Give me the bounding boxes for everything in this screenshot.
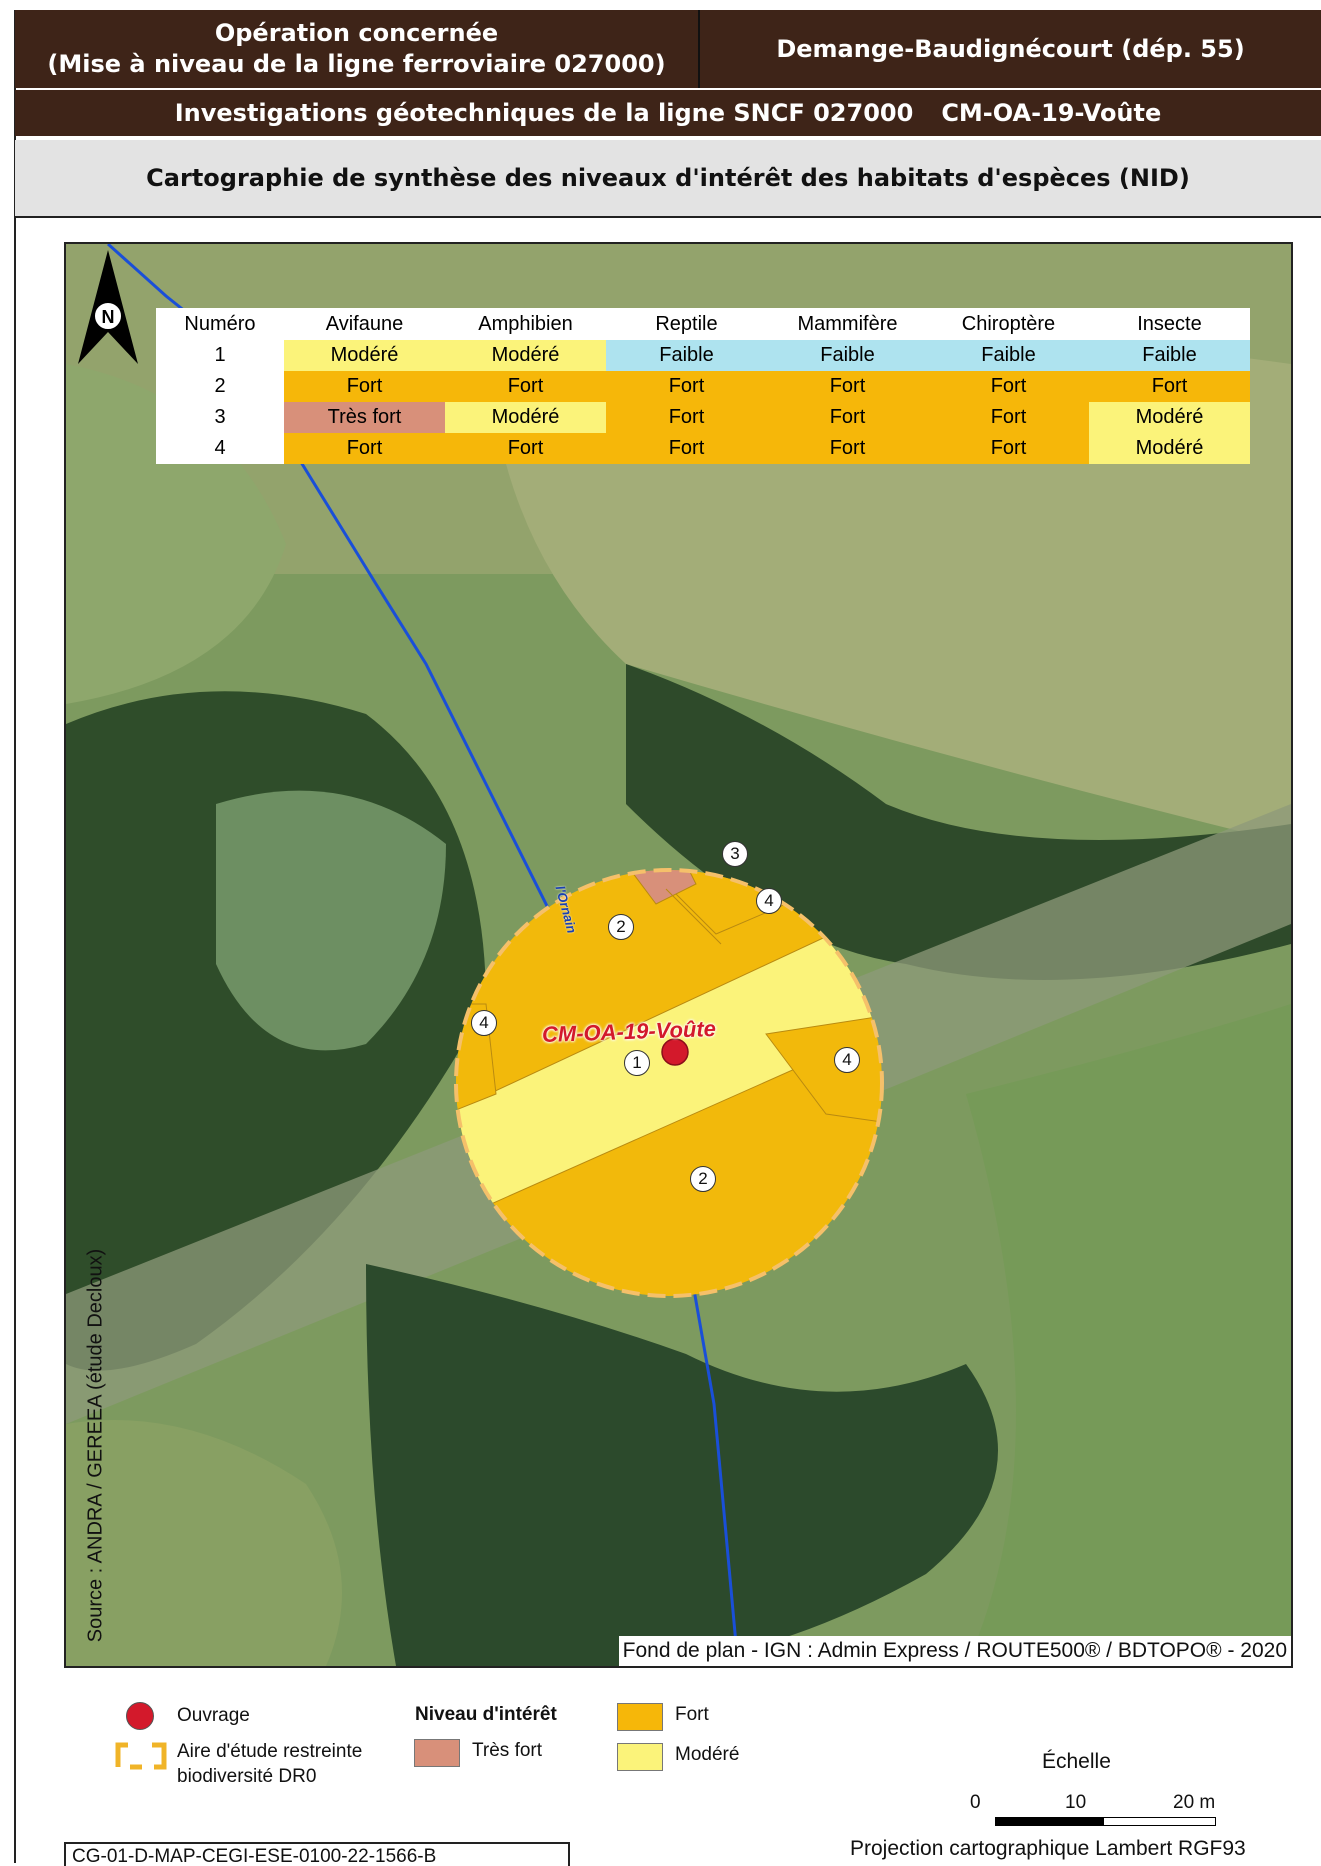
col-numero: Numéro (156, 308, 284, 340)
source-credit: Source : ANDRA / GEREEA (étude Decloux) (84, 1248, 107, 1643)
table-row: 3 Très fort Modéré Fort Fort Fort Modéré (156, 402, 1250, 433)
zone-label-2-north: 2 (608, 914, 634, 940)
table-header-row: Numéro Avifaune Amphibien Reptile Mammif… (156, 308, 1250, 340)
page-frame (14, 10, 1321, 1863)
col-amphibien: Amphibien (445, 308, 606, 340)
table-cell: Fort (606, 371, 767, 402)
table-row: 2 Fort Fort Fort Fort Fort Fort (156, 371, 1250, 402)
operation-title: Opération concernée (214, 19, 499, 47)
table-cell: Modéré (1089, 402, 1250, 433)
study-area-icon (115, 1742, 167, 1770)
legend-swatch-fort (617, 1703, 663, 1731)
table-cell: Modéré (445, 402, 606, 433)
table-cell: Modéré (445, 340, 606, 371)
map-canvas: N (66, 244, 1291, 1666)
legend-ouvrage-label: Ouvrage (177, 1705, 250, 1726)
nid-table: Numéro Avifaune Amphibien Reptile Mammif… (156, 308, 1250, 464)
legend-tres-fort-label: Très fort (472, 1740, 543, 1761)
table-cell: Faible (1089, 340, 1250, 371)
tree-belt-south (366, 1264, 998, 1666)
zone-label-4-east: 4 (834, 1047, 860, 1073)
table-row: 1 Modéré Modéré Faible Faible Faible Fai… (156, 340, 1250, 371)
table-cell: Fort (284, 433, 445, 464)
row-number: 4 (156, 433, 284, 464)
table-cell: Fort (445, 433, 606, 464)
col-insecte: Insecte (1089, 308, 1250, 340)
legend-aire-label: Aire d'étude restreinte biodiversité DR0 (177, 1739, 362, 1789)
legend-fort-label: Fort (675, 1704, 709, 1725)
ouvrage-marker-icon (661, 1038, 689, 1066)
row-number: 2 (156, 371, 284, 402)
legend-swatch-tres-fort (414, 1739, 460, 1767)
col-chiroptere: Chiroptère (928, 308, 1089, 340)
tree-canopy (216, 790, 446, 1051)
table-cell: Faible (928, 340, 1089, 371)
map-subtitle: Cartographie de synthèse des niveaux d'i… (15, 140, 1321, 218)
table-cell: Fort (606, 402, 767, 433)
table-cell: Fort (606, 433, 767, 464)
table-cell: Faible (606, 340, 767, 371)
row-number: 1 (156, 340, 284, 371)
scale-tick-10: 10 (1065, 1792, 1087, 1813)
investigation-header: Investigations géotechniques de la ligne… (15, 90, 1321, 136)
table-row: 4 Fort Fort Fort Fort Fort Modéré (156, 433, 1250, 464)
table-cell: Fort (767, 433, 928, 464)
field-southwest (66, 1420, 342, 1666)
study-area-boundary (454, 868, 884, 1298)
field-southeast (966, 1004, 1291, 1666)
zone-label-4-west: 4 (471, 1010, 497, 1036)
scale-bar (995, 1817, 1216, 1826)
zone-label-4-north: 4 (756, 888, 782, 914)
table-cell: Fort (928, 433, 1089, 464)
table-cell: Fort (767, 371, 928, 402)
field-northwest (66, 364, 286, 704)
table-cell: Modéré (284, 340, 445, 371)
legend-aire-line2: biodiversité DR0 (177, 1766, 317, 1787)
table-cell: Fort (284, 371, 445, 402)
document-code: CG-01-D-MAP-CEGI-ESE-0100-22-1566-B (64, 1842, 570, 1866)
map-panel: N Numéro Avifaune Amphibien Reptile Mamm… (64, 242, 1293, 1668)
north-letter: N (102, 307, 115, 327)
investigation-title: Investigations géotechniques de la ligne… (174, 99, 914, 127)
table-cell: Très fort (284, 402, 445, 433)
legend-panel: Ouvrage Aire d'étude restreinte biodiver… (64, 1667, 1321, 1866)
zone-label-1: 1 (624, 1050, 650, 1076)
table-cell: Fort (767, 402, 928, 433)
operation-header: Opération concernée (Mise à niveau de la… (15, 10, 700, 88)
table-cell: Faible (767, 340, 928, 371)
col-mammifere: Mammifère (767, 308, 928, 340)
ouvrage-marker-icon (126, 1702, 154, 1730)
scale-tick-0: 0 (970, 1792, 981, 1813)
scale-tick-20: 20 m (1173, 1792, 1216, 1813)
table-cell: Fort (1089, 371, 1250, 402)
row-number: 3 (156, 402, 284, 433)
zone-4-east (765, 1013, 882, 1125)
col-avifaune: Avifaune (284, 308, 445, 340)
table-cell: Fort (445, 371, 606, 402)
legend-swatch-modere (617, 1743, 663, 1771)
legend-aire-line1: Aire d'étude restreinte (177, 1741, 363, 1762)
table-cell: Modéré (1089, 433, 1250, 464)
projection-note: Projection cartographique Lambert RGF93 (850, 1837, 1246, 1860)
operation-detail: (Mise à niveau de la ligne ferroviaire 0… (47, 50, 666, 78)
basemap-credit: Fond de plan - IGN : Admin Express / ROU… (618, 1636, 1291, 1666)
location-header: Demange-Baudignécourt (dép. 55) (700, 10, 1321, 88)
site-code: CM-OA-19-Voûte (941, 99, 1162, 127)
table-cell: Fort (928, 371, 1089, 402)
col-reptile: Reptile (606, 308, 767, 340)
north-arrow-icon: N (78, 250, 138, 364)
zone-3 (625, 870, 697, 905)
table-cell: Fort (928, 402, 1089, 433)
legend-niveau-title: Niveau d'intérêt (415, 1704, 557, 1725)
legend-modere-label: Modéré (675, 1744, 740, 1765)
zone-label-2-south: 2 (690, 1166, 716, 1192)
zone-label-3: 3 (722, 841, 748, 867)
scale-title: Échelle (1042, 1750, 1111, 1773)
